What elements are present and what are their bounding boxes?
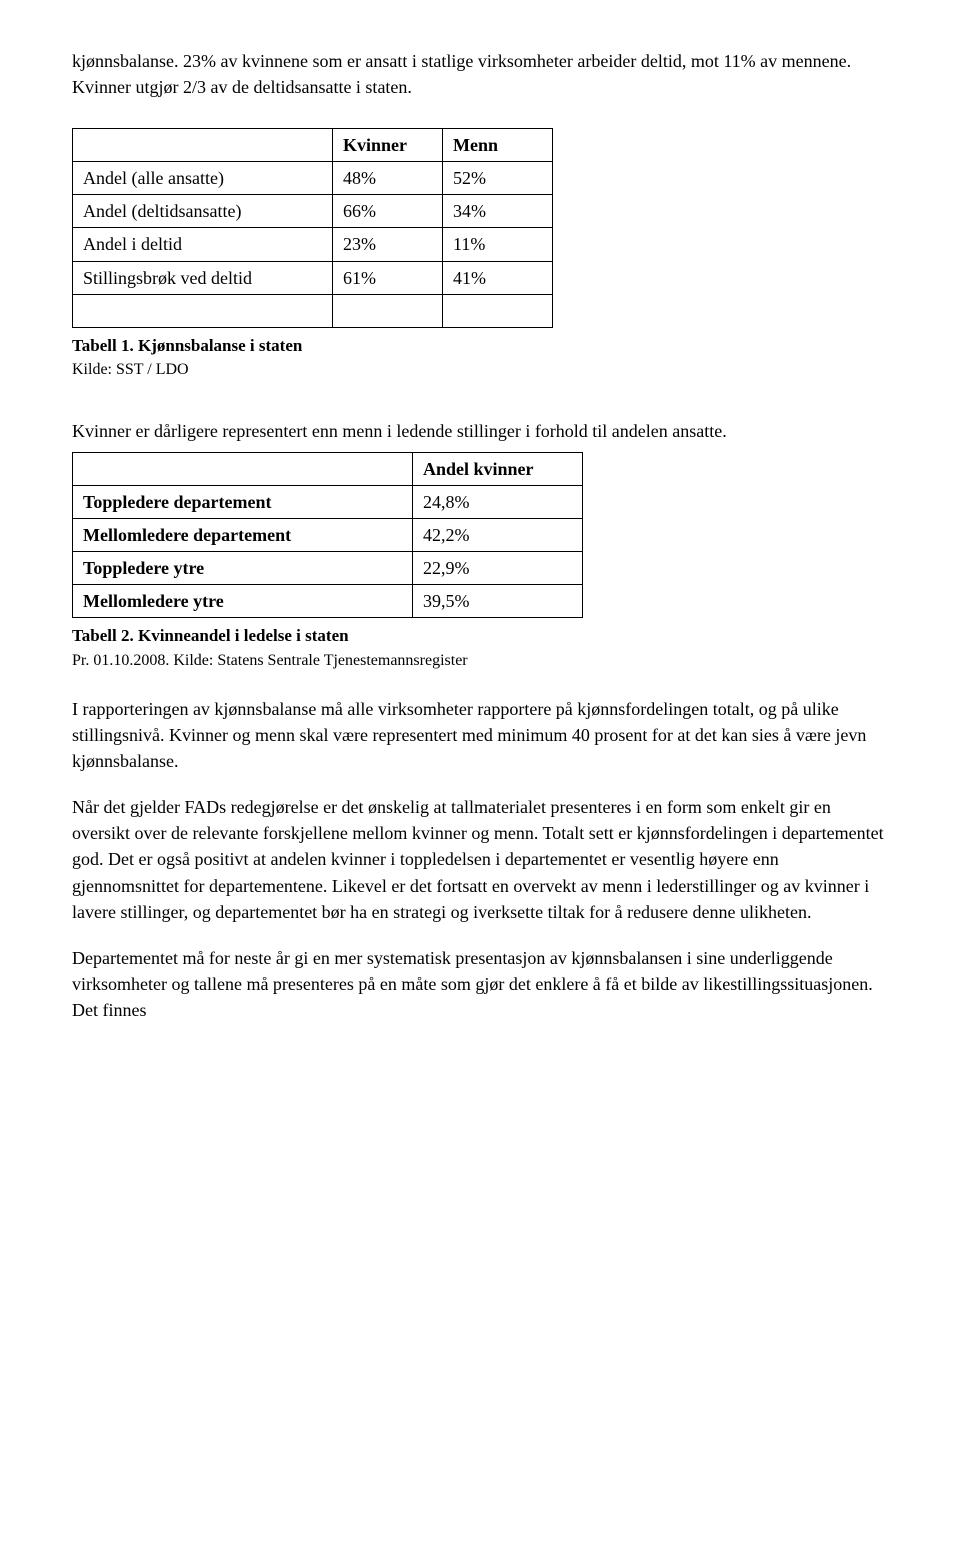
table-2-header-andel: Andel kvinner	[413, 452, 583, 485]
table-cell: Stillingsbrøk ved deltid	[73, 261, 333, 294]
intro-paragraph: kjønnsbalanse. 23% av kvinnene som er an…	[72, 48, 888, 100]
table-cell: Toppledere ytre	[73, 551, 413, 584]
table-cell: 41%	[443, 261, 553, 294]
table-cell: Andel (alle ansatte)	[73, 162, 333, 195]
table-2: Andel kvinner Toppledere departement 24,…	[72, 452, 583, 618]
table-cell: Mellomledere departement	[73, 518, 413, 551]
table-1-header-kvinner: Kvinner	[333, 129, 443, 162]
table-cell: 42,2%	[413, 518, 583, 551]
table-1-source: Kilde: SST / LDO	[72, 358, 888, 381]
table-cell: 66%	[333, 195, 443, 228]
table-cell: 23%	[333, 228, 443, 261]
paragraph-5: Departementet må for neste år gi en mer …	[72, 945, 888, 1023]
table-cell	[333, 294, 443, 327]
table-row: Toppledere ytre 22,9%	[73, 551, 583, 584]
table-cell: 11%	[443, 228, 553, 261]
mid-paragraph: Kvinner er dårligere representert enn me…	[72, 418, 888, 444]
table-cell: 39,5%	[413, 585, 583, 618]
table-1-header-menn: Menn	[443, 129, 553, 162]
table-row: Andel i deltid 23% 11%	[73, 228, 553, 261]
table-1: Kvinner Menn Andel (alle ansatte) 48% 52…	[72, 128, 553, 328]
table-cell: Toppledere departement	[73, 485, 413, 518]
table-row: Toppledere departement 24,8%	[73, 485, 583, 518]
table-cell	[73, 294, 333, 327]
paragraph-3: I rapporteringen av kjønnsbalanse må all…	[72, 696, 888, 774]
table-cell: 34%	[443, 195, 553, 228]
table-cell	[443, 294, 553, 327]
table-cell: Mellomledere ytre	[73, 585, 413, 618]
table-2-source: Pr. 01.10.2008. Kilde: Statens Sentrale …	[72, 649, 888, 672]
table-cell: Andel i deltid	[73, 228, 333, 261]
table-1-caption: Tabell 1. Kjønnsbalanse i staten	[72, 334, 888, 359]
table-row	[73, 294, 553, 327]
paragraph-4: Når det gjelder FADs redegjørelse er det…	[72, 794, 888, 924]
table-1-header-blank	[73, 129, 333, 162]
table-row: Andel (deltidsansatte) 66% 34%	[73, 195, 553, 228]
table-2-caption: Tabell 2. Kvinneandel i ledelse i staten	[72, 624, 888, 649]
table-cell: 22,9%	[413, 551, 583, 584]
table-cell: 61%	[333, 261, 443, 294]
table-cell: 48%	[333, 162, 443, 195]
table-row: Stillingsbrøk ved deltid 61% 41%	[73, 261, 553, 294]
table-cell: Andel (deltidsansatte)	[73, 195, 333, 228]
table-row: Mellomledere ytre 39,5%	[73, 585, 583, 618]
table-2-header-blank	[73, 452, 413, 485]
table-cell: 52%	[443, 162, 553, 195]
table-row: Mellomledere departement 42,2%	[73, 518, 583, 551]
table-cell: 24,8%	[413, 485, 583, 518]
table-row: Andel (alle ansatte) 48% 52%	[73, 162, 553, 195]
